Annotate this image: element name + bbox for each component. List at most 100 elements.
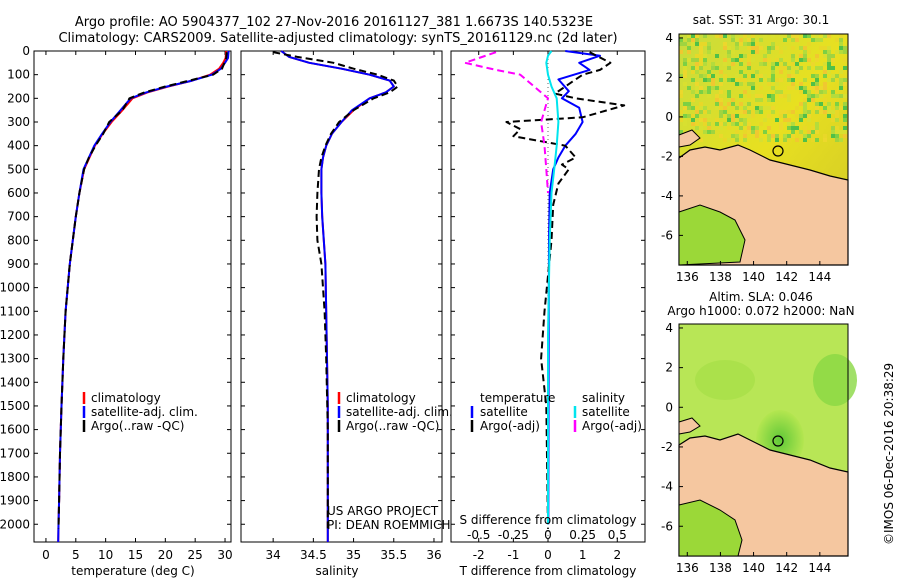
sst-cell xyxy=(759,138,763,142)
sst-cell xyxy=(835,74,839,78)
sst-cell xyxy=(799,54,803,58)
sst-cell xyxy=(723,62,727,66)
sst-cell xyxy=(723,46,727,50)
argo-position-marker xyxy=(772,435,784,447)
sst-cell xyxy=(815,126,819,130)
sst-cell xyxy=(755,106,759,110)
sst-cell xyxy=(803,54,807,58)
sst-cell xyxy=(815,90,819,94)
salinity-x-axis: 34 34.5 35 35.5 36 xyxy=(266,51,442,562)
sst-cell xyxy=(751,114,755,118)
sst-cell xyxy=(815,38,819,42)
sst-cell xyxy=(691,78,695,82)
map-y-tick-label: 0 xyxy=(665,110,673,124)
sst-cell xyxy=(731,58,735,62)
sst-cell xyxy=(723,42,727,46)
sst-cell xyxy=(799,82,803,86)
sst-cell xyxy=(715,102,719,106)
sst-cell xyxy=(747,114,751,118)
sst-cell xyxy=(731,102,735,106)
map-y-tick-label: 4 xyxy=(665,321,673,335)
legend-t-argo: Argo(-adj) xyxy=(480,419,540,433)
salinity-legend: climatology satellite-adj. clim. Argo(..… xyxy=(337,391,453,433)
sst-cell xyxy=(795,70,799,74)
x-tick-label: 2 xyxy=(613,548,621,562)
sst-cell xyxy=(819,94,823,98)
sst-cell xyxy=(735,114,739,118)
sst-cell xyxy=(823,90,827,94)
sst-cell xyxy=(735,58,739,62)
sst-cell xyxy=(815,94,819,98)
x-tick-label: 10 xyxy=(98,548,113,562)
s-tick-label: 0 xyxy=(544,528,552,542)
sst-cell xyxy=(683,114,687,118)
sst-cell xyxy=(723,106,727,110)
sst-cell xyxy=(743,106,747,110)
sst-cell xyxy=(835,102,839,106)
sst-cell xyxy=(715,118,719,122)
sst-cell xyxy=(775,118,779,122)
sst-cell xyxy=(679,130,683,134)
sst-cell xyxy=(803,86,807,90)
sst-cell xyxy=(803,98,807,102)
salinity-y-ticks xyxy=(241,50,442,525)
sst-cell xyxy=(791,126,795,130)
map-x-tick-label: 142 xyxy=(775,270,798,284)
project-label: US ARGO PROJECT xyxy=(327,504,439,518)
sst-cell xyxy=(835,110,839,114)
sst-cell xyxy=(679,38,683,42)
sst-cell xyxy=(731,98,735,102)
sst-cell xyxy=(843,50,847,54)
sst-cell xyxy=(819,38,823,42)
sst-cell xyxy=(767,138,771,142)
sst-cell xyxy=(803,46,807,50)
sst-map-y-axis: 4 2 0 -2 -4 -6 xyxy=(661,31,683,242)
map-y-tick-label: 4 xyxy=(665,31,673,45)
sst-cell xyxy=(807,94,811,98)
sst-cell xyxy=(823,138,827,142)
sst-cell xyxy=(807,98,811,102)
s-tick-label: -0.5 xyxy=(467,528,490,542)
sst-cell xyxy=(823,54,827,58)
sst-cell xyxy=(755,130,759,134)
sst-cell xyxy=(739,38,743,42)
series-line-temperature-satellite xyxy=(547,50,601,525)
sst-cell xyxy=(719,126,723,130)
sst-cell xyxy=(819,102,823,106)
sst-cell xyxy=(839,138,843,142)
sst-cell xyxy=(743,130,747,134)
sst-cell xyxy=(727,46,731,50)
sst-cell xyxy=(699,74,703,78)
sst-cell xyxy=(807,42,811,46)
sst-cell xyxy=(799,134,803,138)
sst-cell xyxy=(715,98,719,102)
sst-cell xyxy=(735,138,739,142)
sst-cell xyxy=(831,134,835,138)
sst-cell xyxy=(807,66,811,70)
map-x-tick-label: 138 xyxy=(709,270,732,284)
sst-cell xyxy=(735,82,739,86)
depth-tick-label: 100 xyxy=(7,68,30,82)
sst-cell xyxy=(743,62,747,66)
sst-cell xyxy=(759,78,763,82)
sst-cell xyxy=(719,90,723,94)
sst-cell xyxy=(779,122,783,126)
depth-tick-label: 1300 xyxy=(0,352,30,366)
sst-cell xyxy=(763,54,767,58)
sst-cell xyxy=(719,102,723,106)
map-x-tick-label: 136 xyxy=(676,561,699,575)
sst-cell xyxy=(771,134,775,138)
sst-cell xyxy=(767,94,771,98)
sst-cell xyxy=(795,138,799,142)
sst-cell xyxy=(771,70,775,74)
legend-satellite: satellite-adj. clim. xyxy=(91,405,198,419)
sst-cell xyxy=(719,110,723,114)
sst-cell xyxy=(719,134,723,138)
sst-cell xyxy=(791,34,795,38)
x-tick-label: 34.5 xyxy=(300,548,327,562)
sst-cell xyxy=(835,94,839,98)
sst-cell xyxy=(747,42,751,46)
sst-cell xyxy=(735,38,739,42)
sst-cell xyxy=(731,62,735,66)
legend-argo: Argo(..raw -QC) xyxy=(91,419,184,433)
